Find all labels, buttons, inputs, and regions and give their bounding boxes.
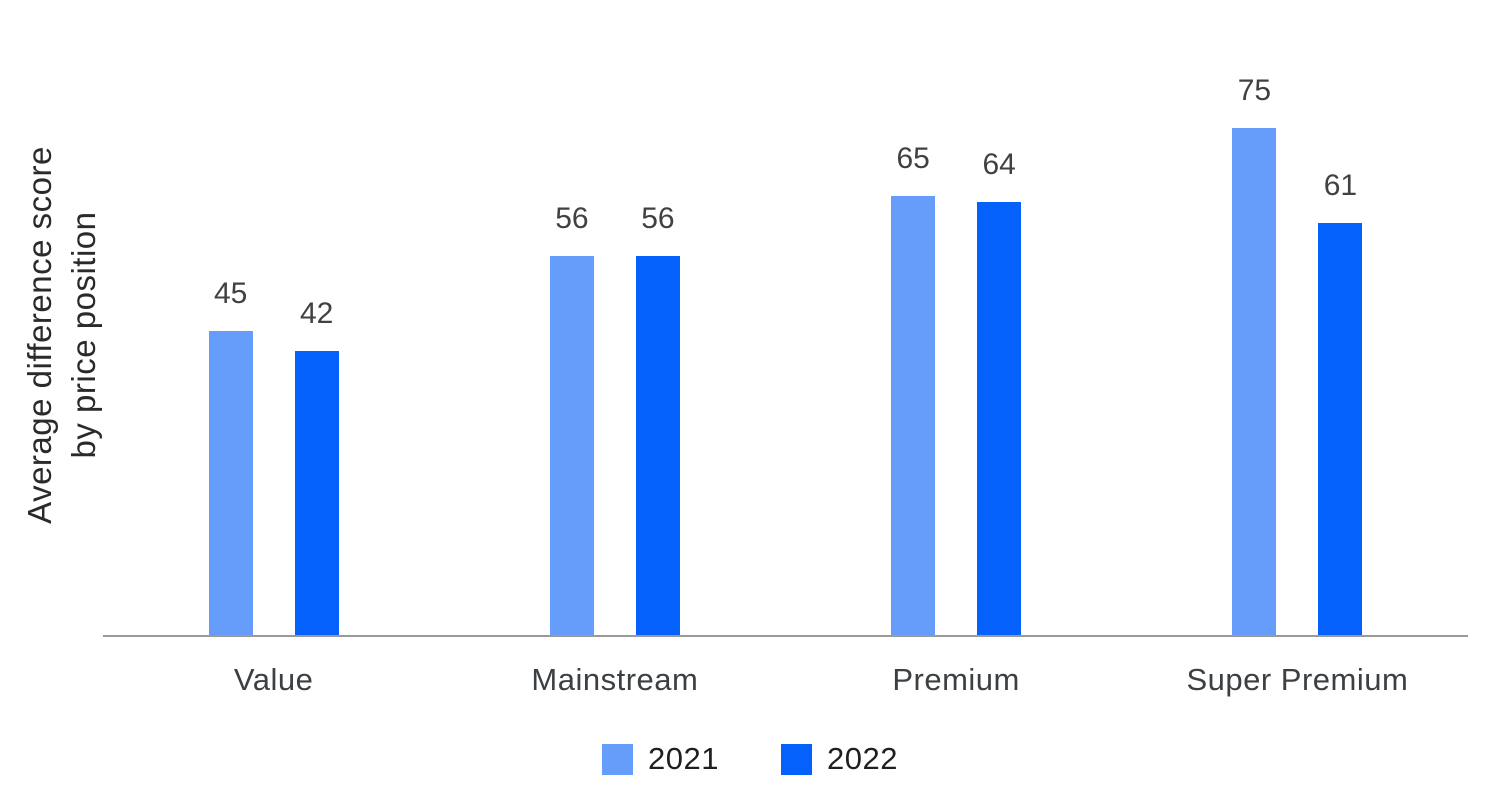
bar-2021-premium: [891, 196, 936, 635]
bar-2021-mainstream: [549, 256, 594, 635]
x-axis-line: [103, 635, 1468, 637]
bar-2022-mainstream: [635, 256, 680, 635]
bar-2021-value: [208, 331, 253, 635]
x-axis-label-value: Value: [233, 662, 314, 697]
legend-label-2021: 2021: [648, 741, 719, 776]
legend-item-2022: 2022: [781, 741, 898, 777]
bar-2021-super-premium: [1232, 128, 1277, 635]
x-axis-label-premium: Premium: [892, 662, 1020, 697]
x-axis-label-super-premium: Super Premium: [1186, 662, 1409, 697]
bar-2022-super-premium: [1318, 223, 1363, 635]
bar-value-label: 56: [641, 202, 675, 235]
bar-value-label: 45: [213, 277, 248, 310]
legend-swatch-2022: [781, 743, 812, 775]
bar-value-label: 56: [555, 202, 589, 235]
bar-value-label: 64: [982, 148, 1016, 181]
bar-value-label: 42: [299, 297, 334, 330]
legend: 2021 2022: [0, 741, 1500, 777]
bar-value-label: 75: [1237, 74, 1272, 107]
x-axis-label-mainstream: Mainstream: [531, 662, 699, 697]
legend-item-2021: 2021: [602, 741, 719, 777]
bar-value-label: 61: [1323, 169, 1358, 202]
legend-label-2022: 2022: [827, 741, 898, 776]
legend-swatch-2021: [602, 743, 634, 775]
bar-2022-value: [294, 351, 339, 635]
bar-2022-premium: [977, 202, 1022, 635]
bar-value-label: 65: [896, 142, 930, 175]
